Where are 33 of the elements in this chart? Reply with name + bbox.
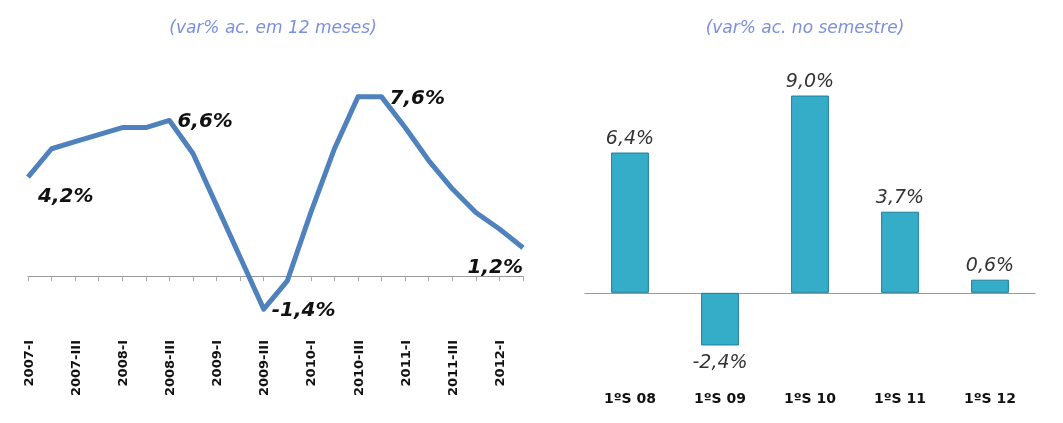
x-tick-label: 1ºS 09 (693, 390, 747, 406)
bar (791, 95, 829, 293)
data-label: 3,7% (875, 185, 925, 208)
x-tick-label: 1ºS 10 (783, 390, 837, 406)
x-tick-label: 2010-III (350, 340, 366, 397)
data-label: 1,2% (467, 253, 523, 278)
x-tick-label: 2011-I (397, 340, 413, 387)
x-tick-label: 2011-III (444, 340, 460, 397)
data-label: 7,6% (389, 84, 446, 109)
data-label: -2,4% (692, 349, 748, 372)
x-tick-label: 2007-III (67, 340, 83, 397)
bar (701, 292, 739, 346)
data-label: 0,6% (965, 253, 1015, 276)
data-label: 6,4% (605, 126, 655, 149)
bar (881, 211, 919, 293)
x-tick-label: 1ºS 08 (603, 390, 657, 406)
x-tick-label: 1ºS 11 (873, 390, 927, 406)
chart-title: (var% ac. no semestre) (705, 16, 905, 37)
data-label: -1,4% (271, 297, 336, 322)
x-tick-label: 2008-I (114, 340, 130, 387)
x-tick-label: 2008-III (161, 340, 177, 397)
chart-title: (var% ac. em 12 meses) (169, 16, 377, 37)
x-tick-label: 1ºS 12 (963, 390, 1017, 406)
data-label: 4,2% (37, 183, 94, 208)
bar (611, 152, 649, 293)
x-tick-label: 2009-I (209, 340, 225, 387)
x-tick-label: 2009-III (256, 340, 272, 397)
x-tick-label: 2007-I (20, 340, 36, 387)
x-tick-label: 2010-I (303, 340, 319, 387)
bar (971, 279, 1009, 293)
x-tick-label: 2012-I (491, 340, 507, 387)
data-label: 9,0% (785, 69, 835, 92)
data-label: 6,6% (177, 108, 233, 133)
